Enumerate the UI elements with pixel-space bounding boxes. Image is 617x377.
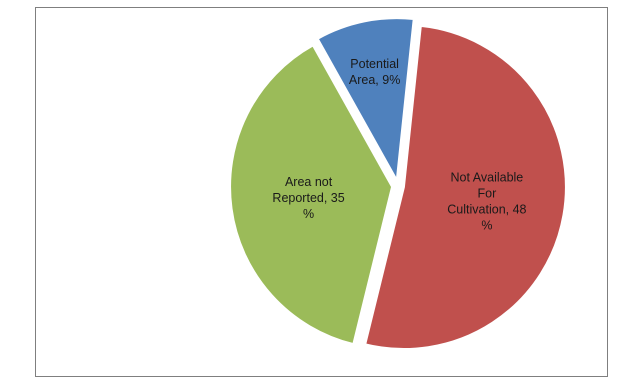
data-label-line: %	[481, 219, 492, 233]
data-label-potential-area: Potential Area, 9%	[349, 57, 400, 87]
pie-slice-potential-area	[316, 17, 415, 184]
pie-chart: Not Available For Cultivation, 48 %Area not…	[229, 17, 567, 351]
data-label-line: For	[478, 187, 497, 201]
data-label-line: Cultivation, 48	[447, 203, 526, 217]
data-label-not-available: Not Available For Cultivation, 48%	[447, 171, 526, 233]
pie-slice-area-not-reported	[229, 44, 394, 346]
data-label-line: Potential	[350, 57, 399, 71]
data-label-line: Reported, 35	[272, 191, 344, 205]
data-label-line: Area not	[285, 175, 333, 189]
data-label-line: Area, 9%	[349, 73, 400, 87]
pie-slice-not-available	[363, 24, 567, 351]
data-label-line: %	[303, 207, 314, 221]
data-label-line: Not Available	[451, 171, 524, 185]
data-label-area-not-reported: Area not Reported, 35%	[272, 175, 344, 221]
